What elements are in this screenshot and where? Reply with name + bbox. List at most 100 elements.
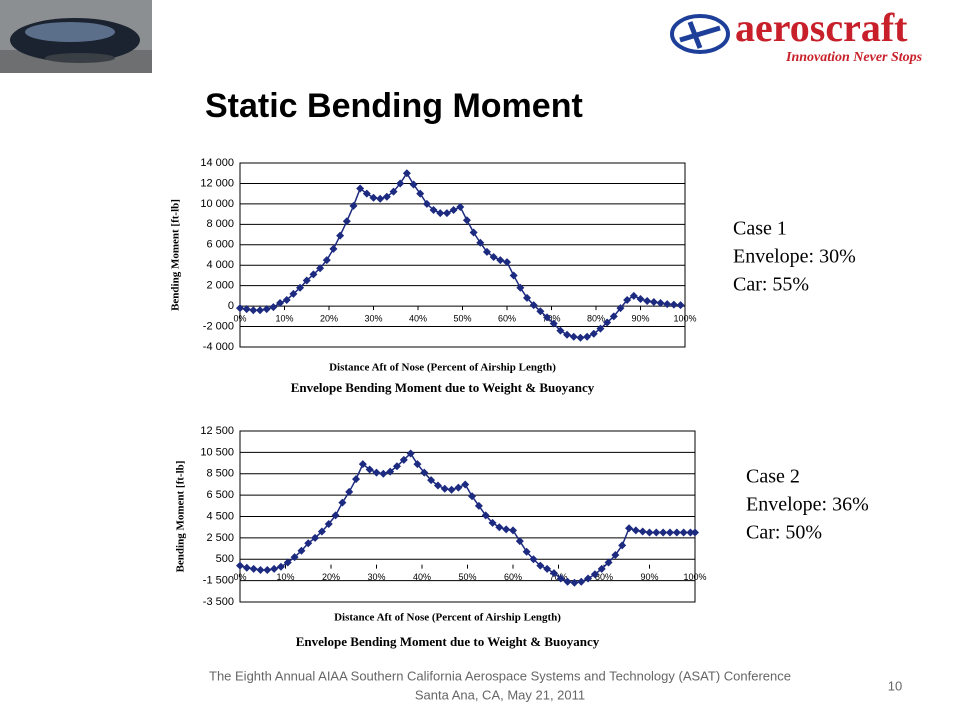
data-point — [270, 564, 279, 573]
data-point — [652, 528, 661, 537]
data-point — [461, 480, 470, 489]
x-tick-label: 0% — [233, 313, 246, 323]
x-tick-label: 40% — [413, 572, 431, 582]
data-point — [623, 295, 632, 304]
x-tick-label: 10% — [276, 572, 294, 582]
data-point — [502, 525, 511, 534]
data-point — [342, 217, 351, 226]
data-point — [420, 468, 429, 477]
data-point — [469, 228, 478, 237]
y-tick-label: -1 500 — [203, 575, 234, 587]
data-point — [536, 561, 545, 570]
data-point — [290, 553, 299, 562]
data-point — [509, 271, 518, 280]
data-point — [529, 301, 538, 310]
footer-text: The Eighth Annual AIAA Southern Californ… — [209, 668, 791, 683]
data-point — [556, 574, 565, 583]
y-tick-label: -2 000 — [203, 320, 234, 332]
data-point — [283, 558, 292, 567]
data-point — [656, 299, 665, 308]
data-point — [549, 569, 558, 578]
data-point — [449, 206, 458, 215]
data-point — [324, 519, 333, 528]
data-point — [379, 469, 388, 478]
x-tick-label: 80% — [595, 572, 613, 582]
y-tick-label: 10 000 — [200, 198, 234, 210]
case-car: Car: 55% — [733, 274, 809, 296]
x-tick-label: 40% — [409, 313, 427, 323]
x-tick-label: 70% — [542, 313, 560, 323]
data-point — [447, 485, 456, 494]
data-point — [436, 209, 445, 218]
y-axis-label: Bending Moment [ft-lb] — [170, 199, 182, 311]
x-tick-label: 50% — [453, 313, 471, 323]
data-point — [236, 304, 244, 313]
footer-text: Santa Ana, CA, May 21, 2011 — [415, 687, 585, 702]
data-point — [669, 300, 678, 309]
data-point — [249, 564, 258, 573]
y-tick-label: 2 500 — [206, 532, 234, 544]
chart-title: Envelope Bending Moment due to Weight & … — [291, 380, 595, 395]
data-point — [462, 216, 471, 225]
data-point — [631, 526, 640, 535]
case-envelope: Envelope: 30% — [733, 246, 856, 268]
data-point — [304, 539, 313, 548]
data-point — [604, 558, 613, 567]
data-point — [276, 562, 285, 571]
x-tick-label: 20% — [322, 572, 340, 582]
data-point — [262, 305, 271, 314]
data-point — [482, 247, 491, 256]
x-tick-label: 90% — [640, 572, 658, 582]
data-point — [427, 476, 436, 485]
data-point — [345, 487, 354, 496]
data-point — [665, 528, 674, 537]
data-point — [576, 333, 585, 342]
data-point — [663, 300, 672, 309]
data-point — [589, 329, 598, 338]
data-point — [509, 526, 517, 535]
data-point — [456, 202, 465, 211]
data-point — [416, 189, 425, 198]
data-point — [236, 561, 244, 570]
data-point — [676, 301, 685, 310]
y-tick-label: 8 500 — [206, 468, 234, 480]
x-axis-label: Distance Aft of Nose (Percent of Airship… — [329, 362, 556, 374]
data-point — [476, 238, 485, 247]
case-name: Case 2 — [746, 466, 800, 488]
data-point — [503, 258, 511, 267]
data-point — [242, 305, 251, 314]
data-point — [362, 189, 371, 198]
x-tick-label: 100% — [683, 572, 706, 582]
data-point — [309, 270, 318, 279]
data-point — [402, 169, 411, 178]
y-tick-label: 12 000 — [200, 177, 234, 189]
x-tick-label: 20% — [320, 313, 338, 323]
data-point — [556, 326, 565, 335]
y-tick-label: 8 000 — [206, 218, 234, 230]
data-point — [316, 264, 325, 273]
data-point — [422, 199, 431, 208]
data-point — [543, 564, 552, 573]
data-point — [536, 307, 545, 316]
data-point — [329, 244, 338, 253]
y-tick-label: 0 — [228, 300, 234, 312]
data-point — [338, 498, 347, 507]
y-tick-label: 12 500 — [200, 425, 234, 437]
y-tick-label: 4 500 — [206, 510, 234, 522]
data-point — [570, 578, 579, 587]
data-point — [515, 537, 524, 546]
x-tick-label: 10% — [275, 313, 293, 323]
x-tick-label: 90% — [631, 313, 649, 323]
data-point — [311, 533, 320, 542]
data-point — [488, 518, 497, 527]
data-point — [386, 467, 395, 476]
data-point — [496, 256, 505, 265]
data-point — [372, 468, 381, 477]
data-point — [389, 187, 398, 196]
data-point — [597, 564, 606, 573]
x-tick-label: 100% — [673, 313, 696, 323]
data-point — [474, 501, 483, 510]
data-point — [429, 206, 438, 215]
data-point — [352, 475, 361, 484]
y-tick-label: -4 000 — [203, 341, 234, 353]
